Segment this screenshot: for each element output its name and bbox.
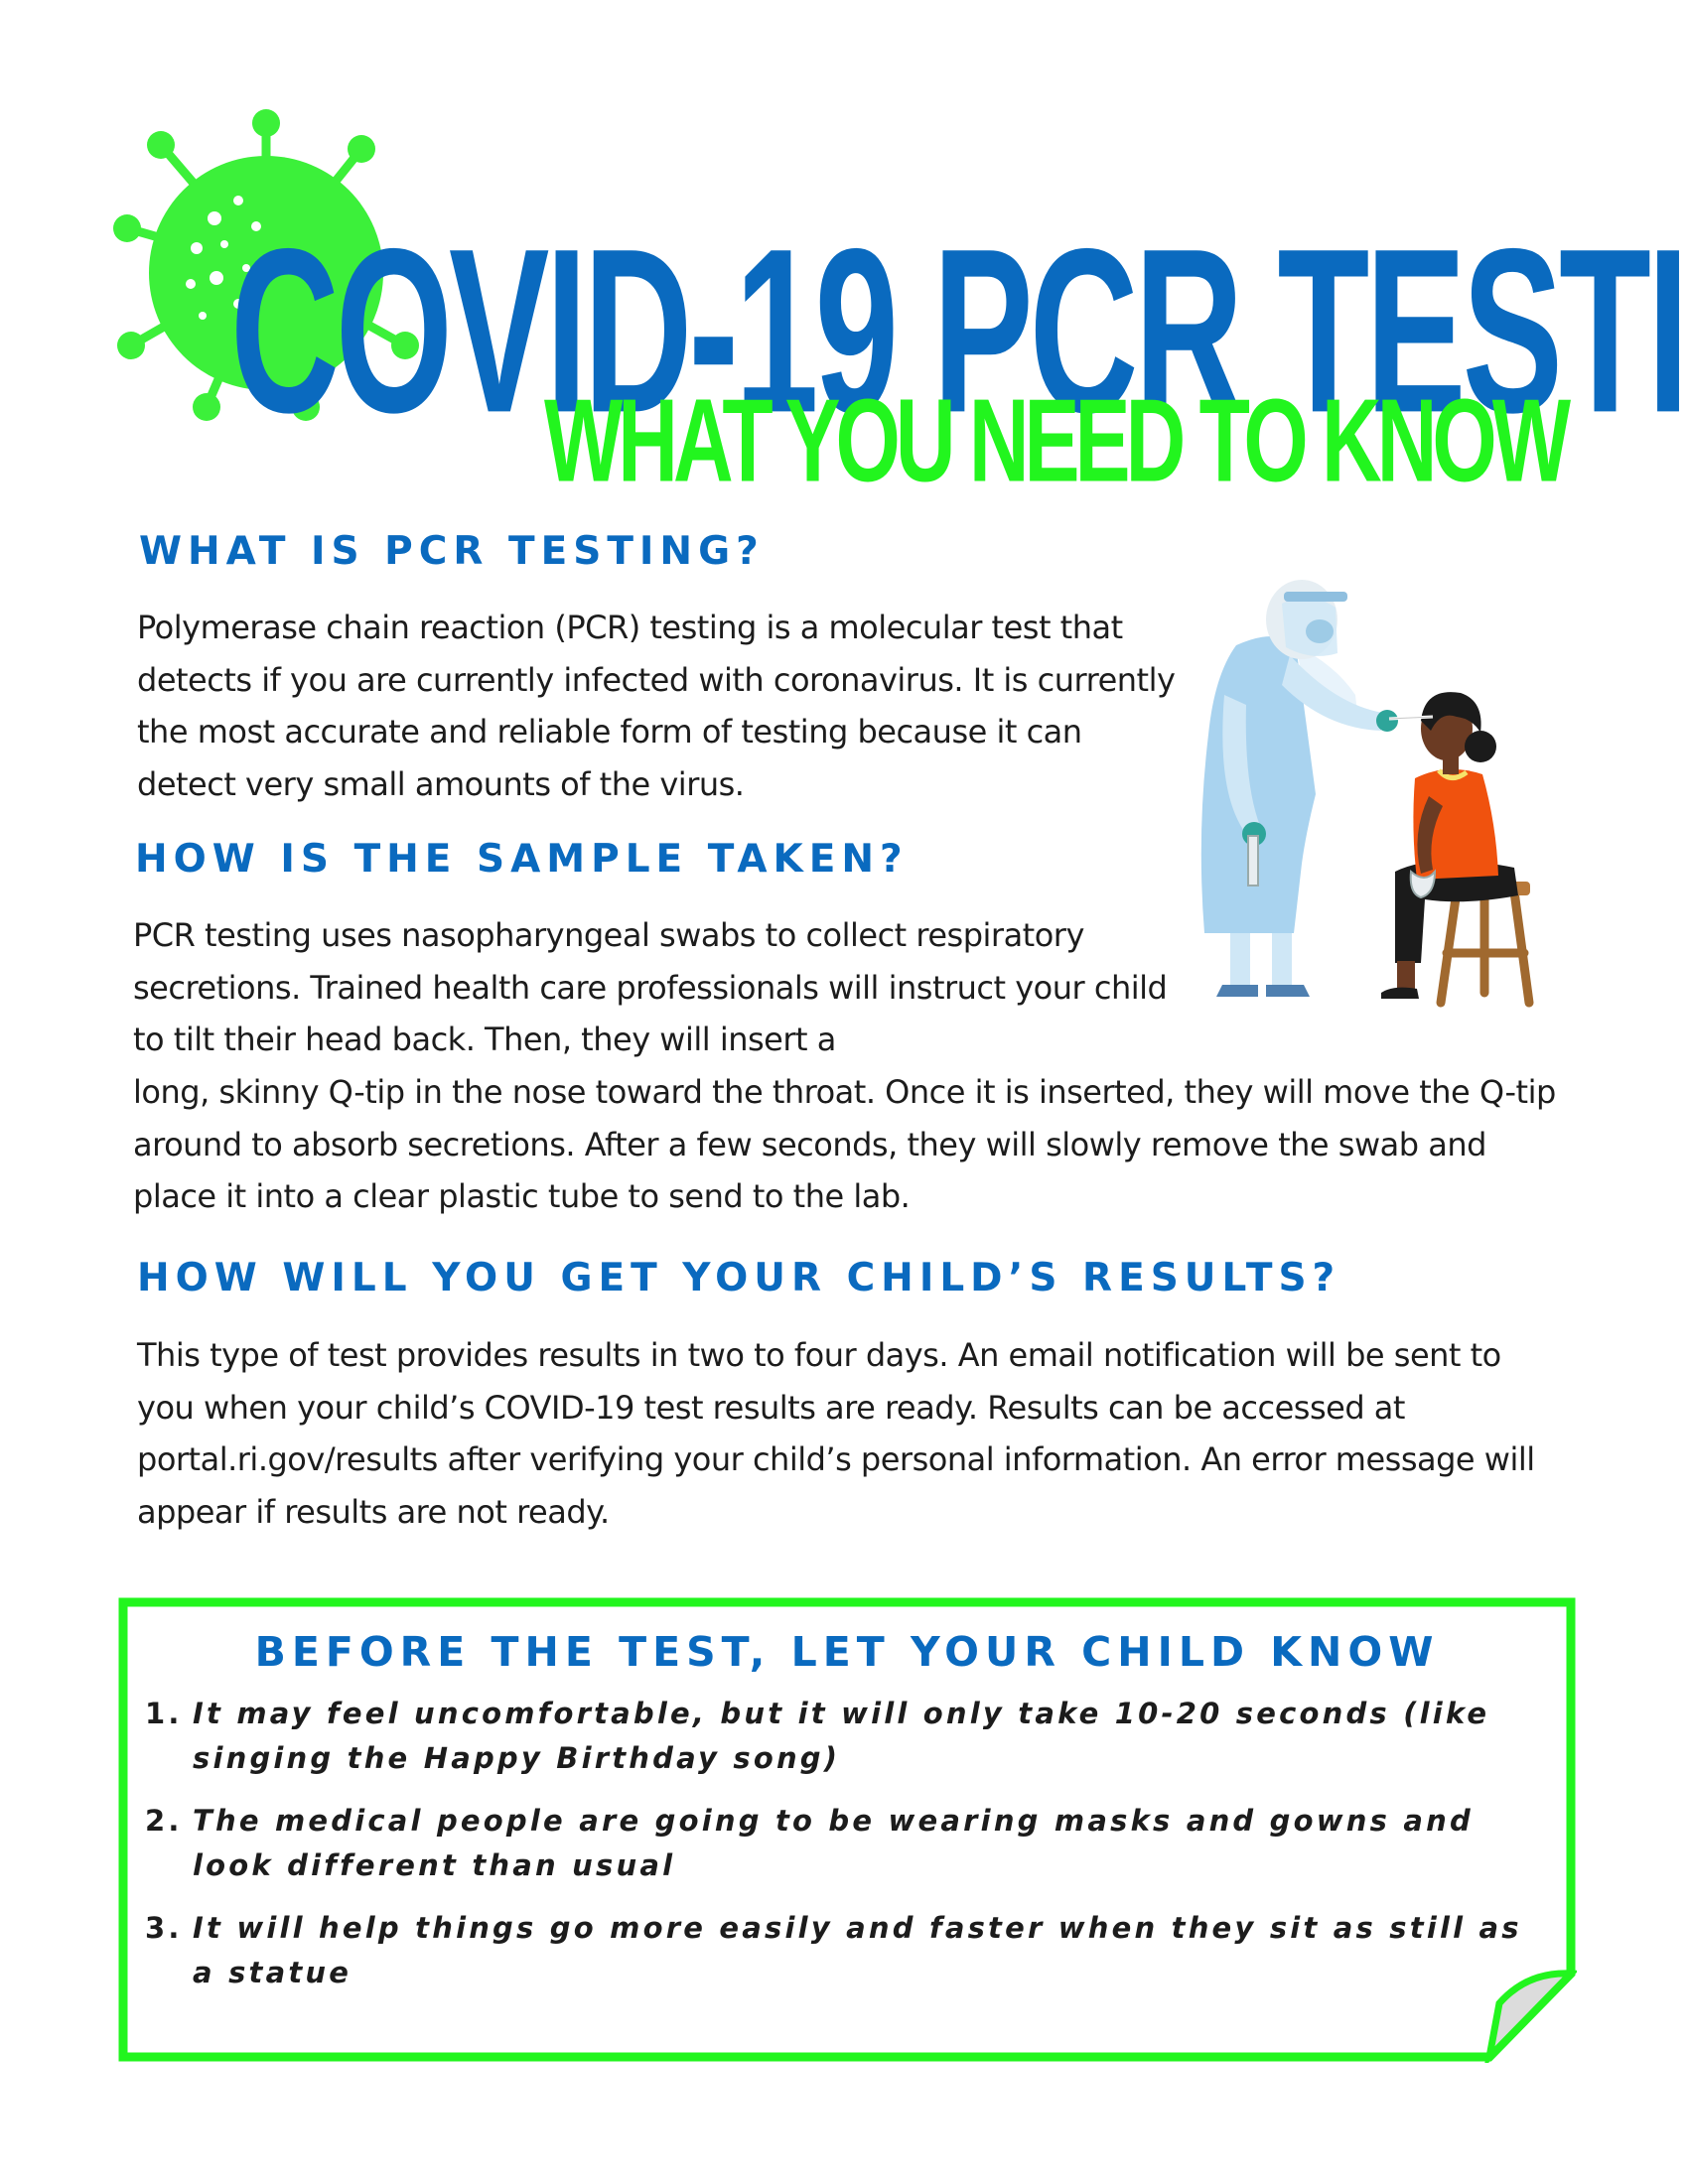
list-item: 1. It may feel uncomfortable, but it wil… — [145, 1692, 1555, 1781]
list-item-text: It will help things go more easily and f… — [193, 1911, 1522, 1989]
section-body-sample-part1: PCR testing uses nasopharyngeal swabs to… — [133, 916, 1168, 1058]
list-item-number: 1. — [145, 1697, 183, 1730]
page-title: COVID-19 PCR TESTING — [230, 201, 1688, 463]
section-body-sample-part2: long, skinny Q-tip in the nose toward th… — [133, 1073, 1556, 1215]
section-heading-results: HOW WILL YOU GET YOUR CHILD’S RESULTS? — [137, 1256, 1341, 1300]
section-heading-what-is-pcr: WHAT IS PCR TESTING? — [139, 529, 765, 574]
list-item-text: It may feel uncomfortable, but it will o… — [193, 1697, 1490, 1775]
list-item-number: 2. — [145, 1804, 183, 1838]
callout-box-frame — [118, 1597, 1577, 2063]
list-item: 2. The medical people are going to be we… — [145, 1799, 1555, 1888]
list-item-number: 3. — [145, 1911, 183, 1945]
section-body-results: This type of test provides results in tw… — [137, 1336, 1535, 1531]
section-body-what-is-pcr: Polymerase chain reaction (PCR) testing … — [137, 609, 1176, 803]
callout-list: 1. It may feel uncomfortable, but it wil… — [145, 1692, 1555, 2013]
callout-title: BEFORE THE TEST, LET YOUR CHILD KNOW — [254, 1628, 1440, 1676]
section-heading-sample: HOW IS THE SAMPLE TAKEN? — [135, 837, 909, 882]
nasal-swab-illustration — [1200, 580, 1534, 1008]
list-item: 3. It will help things go more easily an… — [145, 1906, 1555, 1995]
coronavirus-icon — [113, 109, 419, 421]
list-item-text: The medical people are going to be weari… — [193, 1804, 1474, 1882]
page-subtitle: WHAT YOU NEED TO KNOW — [544, 373, 1571, 506]
